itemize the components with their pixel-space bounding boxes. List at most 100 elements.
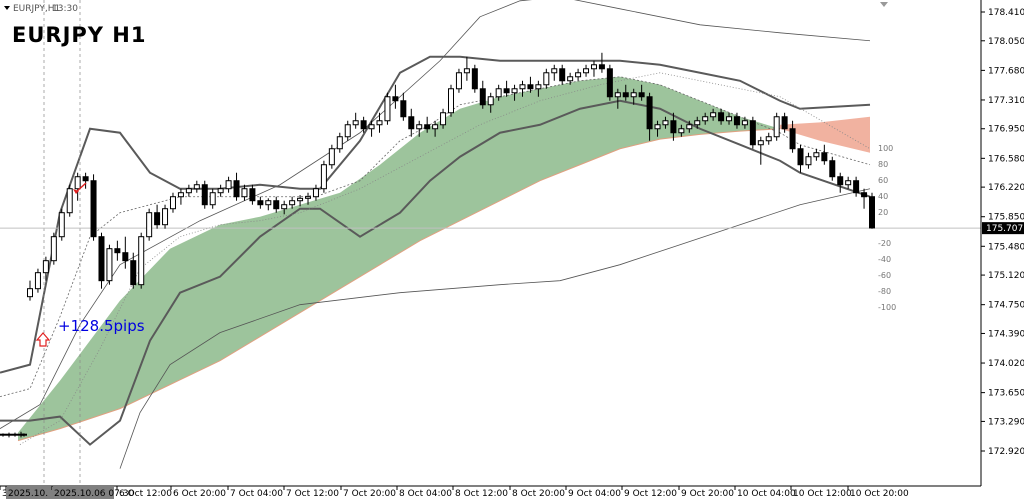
x-tick-label: 7 Oct 12:00	[286, 489, 339, 499]
candle-bull	[813, 152, 820, 158]
oscillator-level-label: -80	[878, 287, 891, 296]
candle-bear	[789, 128, 796, 150]
oscillator-level-label: -20	[878, 239, 891, 248]
candle-bear	[82, 176, 89, 182]
candle-bull	[34, 272, 41, 290]
candle-bull	[710, 112, 717, 118]
caption-dropdown-icon[interactable]	[4, 6, 10, 10]
candle-bull	[177, 192, 184, 198]
candle-bull	[614, 92, 621, 98]
x-tick-label: 10 Oct 12:00	[793, 489, 852, 499]
candle-bear	[6, 433, 12, 436]
candle-bull	[455, 72, 462, 90]
candle-bear	[749, 120, 756, 146]
candle-bear	[122, 252, 129, 262]
y-tick-label: 172.920	[988, 447, 1024, 457]
candle-bull	[535, 84, 542, 90]
candle-bear	[733, 116, 740, 126]
y-tick-label: 175.120	[988, 271, 1024, 281]
x-tick-label: 8 Oct 04:00	[399, 489, 452, 499]
candle-bull	[662, 120, 669, 126]
candle-bull	[209, 192, 216, 206]
candle-bull	[575, 72, 582, 78]
candle-bear	[598, 64, 605, 70]
candle-bull	[519, 84, 526, 90]
candle-bull	[487, 96, 494, 106]
candle-bull	[66, 188, 73, 214]
scroll-indicator-icon[interactable]	[880, 2, 888, 7]
x-tick-label: 7 Oct 04:00	[230, 489, 283, 499]
candle-bull	[297, 197, 304, 202]
x-tick-highlight	[6, 487, 52, 499]
candle-bull	[773, 116, 780, 138]
candle-bear	[130, 260, 137, 286]
oscillator-level-label: 80	[878, 160, 888, 169]
candle-bull	[448, 88, 454, 114]
candles-group	[0, 52, 875, 438]
candle-bull	[726, 116, 733, 122]
candle-bull	[352, 120, 359, 126]
y-tick-label: 174.020	[988, 359, 1024, 369]
candle-bear	[471, 68, 478, 90]
candle-bear	[154, 212, 161, 226]
chart-caption: EURJPY,H1 13:30	[4, 4, 78, 14]
x-tick-label: 7 Oct 20:00	[343, 489, 396, 499]
candle-bull	[162, 208, 169, 226]
oscillator-scale: 100 80 60 40 20 -20 -40 -60 -80 -100	[878, 144, 896, 312]
candle-bear	[829, 160, 836, 178]
candle-bear	[559, 68, 566, 82]
candle-bull	[58, 212, 65, 238]
candle-bear	[90, 180, 97, 238]
candle-bear	[837, 176, 844, 186]
y-tick-label: 176.580	[988, 154, 1024, 164]
caption-timer: 13:30	[52, 4, 78, 14]
candle-bull	[702, 116, 709, 122]
candle-bear	[718, 112, 725, 122]
candle-bull	[583, 68, 590, 74]
candle-bull	[567, 76, 574, 82]
candle-bull	[630, 92, 637, 98]
oscillator-level-label: 100	[878, 144, 893, 153]
profit-pips-label: +128.5pips	[58, 317, 145, 335]
y-tick-label: 173.290	[988, 417, 1024, 427]
oscillator-level-label: -60	[878, 271, 891, 280]
time-axis: 3 2025.10. 2025.10.06 07:306 Oct 12:00 6 Oc…	[0, 486, 909, 499]
bollinger-middle-band	[0, 76, 871, 398]
candle-bear	[869, 196, 875, 229]
candle-bull	[543, 72, 550, 86]
candle-bear	[479, 88, 486, 106]
candle-bear	[821, 152, 828, 162]
y-tick-label: 175.480	[988, 242, 1024, 252]
candle-bear	[797, 148, 804, 166]
x-tick-label: 8 Oct 20:00	[512, 489, 565, 499]
candle-bull	[741, 120, 748, 126]
candle-bear	[392, 96, 399, 102]
candle-bull	[185, 188, 192, 194]
x-tick-label: 8 Oct 12:00	[455, 489, 508, 499]
x-tick-label: 3	[2, 489, 8, 499]
candle-bull	[328, 148, 335, 166]
candle-bear	[606, 68, 613, 98]
candle-bear	[781, 116, 788, 130]
candle-bull	[376, 120, 383, 126]
candle-bear	[257, 200, 264, 206]
candle-bull	[42, 260, 49, 274]
candle-bull	[0, 433, 6, 436]
x-tick-label: 9 Oct 20:00	[681, 489, 734, 499]
candle-bull	[694, 120, 701, 126]
oscillator-level-label: -40	[878, 255, 891, 264]
candle-bear	[861, 192, 868, 198]
candle-bear	[98, 236, 105, 282]
y-tick-label: 174.390	[988, 329, 1024, 339]
candle-bear	[360, 120, 367, 130]
candle-bull	[511, 88, 518, 94]
candle-bull	[74, 176, 81, 190]
bollinger-upper-band	[0, 55, 871, 374]
candle-bull	[495, 88, 502, 98]
y-tick-label: 173.650	[988, 389, 1024, 399]
candle-bull	[805, 156, 812, 166]
candle-bear	[622, 92, 629, 98]
candle-bear	[273, 200, 280, 210]
candle-bull	[432, 124, 439, 130]
